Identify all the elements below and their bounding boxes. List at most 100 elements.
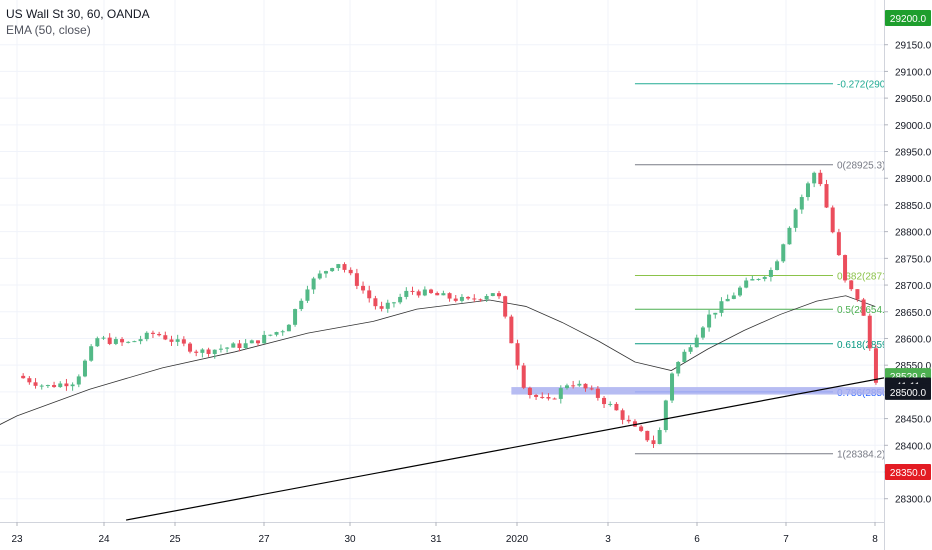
candle-body xyxy=(126,341,131,343)
candle-body xyxy=(367,290,372,299)
candle-body xyxy=(676,362,681,374)
time-axis-bg xyxy=(0,522,884,550)
candle-body xyxy=(286,324,291,332)
symbol-title[interactable]: US Wall St 30, 60, OANDA xyxy=(6,7,150,21)
candle-body xyxy=(150,332,155,334)
candle-body xyxy=(626,419,631,422)
indicator-label[interactable]: EMA (50, close) xyxy=(6,23,91,37)
candle-body xyxy=(299,300,304,310)
fib-label-0: 0(28925.3) xyxy=(837,161,885,172)
x-tick-label: 3 xyxy=(605,534,611,545)
candle-body xyxy=(89,346,94,361)
candle-body xyxy=(738,287,743,296)
candle-body xyxy=(861,299,866,316)
candle-body xyxy=(441,293,446,296)
candle-body xyxy=(206,349,211,354)
candle-body xyxy=(249,340,254,344)
candle-body xyxy=(435,293,440,296)
candle-body xyxy=(855,289,860,300)
candle-body xyxy=(188,343,193,352)
x-tick-label: 23 xyxy=(11,534,23,545)
candle-body xyxy=(849,280,854,290)
candle-body xyxy=(682,351,687,363)
x-tick-label: 24 xyxy=(98,534,110,545)
candle-body xyxy=(200,349,205,353)
x-tick-label: 8 xyxy=(872,534,878,545)
candle-body xyxy=(571,385,576,387)
candle-body xyxy=(552,398,557,400)
candle-body xyxy=(422,289,427,296)
candle-body xyxy=(713,312,718,315)
y-tick-label: 29100.0 xyxy=(895,67,932,78)
x-tick-label: 2020 xyxy=(506,534,529,545)
support-band-rect xyxy=(511,387,932,395)
candle-body xyxy=(490,293,495,297)
y-tick-label: 29000.0 xyxy=(895,121,932,132)
candle-body xyxy=(429,289,434,294)
candle-body xyxy=(608,403,613,405)
candle-body xyxy=(305,289,310,301)
support-band[interactable] xyxy=(511,387,932,395)
candle-body xyxy=(76,376,81,385)
candle-body xyxy=(459,296,464,301)
candle-body xyxy=(256,340,261,344)
candle-body xyxy=(268,334,273,336)
candle-body xyxy=(540,396,545,398)
candle-body xyxy=(614,403,619,411)
fib-label-0.618: 0.618(28590 xyxy=(837,340,894,351)
candle-body xyxy=(379,306,384,309)
candle-body xyxy=(113,339,118,344)
fibonacci-retracement[interactable]: -0.272(290770(28925.3)0.382(287180.5(286… xyxy=(634,80,897,461)
candle-body xyxy=(212,349,217,354)
ema-line xyxy=(0,295,875,425)
candle-body xyxy=(478,299,483,301)
candle-body xyxy=(781,244,786,262)
candle-body xyxy=(670,373,675,401)
candle-body xyxy=(824,184,829,208)
candle-body xyxy=(243,343,248,348)
y-tick-label: 28400.0 xyxy=(895,441,932,452)
trendline[interactable] xyxy=(125,328,932,521)
candle-body xyxy=(651,440,656,445)
candle-body xyxy=(336,264,341,269)
y-tick-label: 28800.0 xyxy=(895,228,932,239)
candle-body xyxy=(534,394,539,397)
candle-body xyxy=(867,315,872,349)
candle-body xyxy=(132,341,137,343)
candle-body xyxy=(138,339,143,342)
candle-body xyxy=(843,255,848,281)
candle-body xyxy=(181,339,186,344)
y-tick-label: 28300.0 xyxy=(895,495,932,506)
candle-body xyxy=(768,269,773,277)
candle-body xyxy=(663,400,668,431)
y-tick-label: 28750.0 xyxy=(895,254,932,265)
candle-body xyxy=(157,333,162,336)
candle-body xyxy=(144,332,149,340)
candle-body xyxy=(527,387,532,395)
fib-label--0.272: -0.272(29077 xyxy=(837,80,897,91)
candle-body xyxy=(342,264,347,270)
candle-body xyxy=(620,410,625,420)
candle-body xyxy=(404,290,409,297)
candle-body xyxy=(731,295,736,299)
y-tick-label: 28700.0 xyxy=(895,281,932,292)
candle-body xyxy=(657,430,662,445)
price-axis-bg xyxy=(884,0,932,550)
x-tick-label: 27 xyxy=(258,534,270,545)
candle-body xyxy=(101,337,106,339)
candle-body xyxy=(391,302,396,304)
candle-body xyxy=(64,383,69,387)
y-tick-label: 28650.0 xyxy=(895,308,932,319)
candle-body xyxy=(836,232,841,256)
candle-body xyxy=(361,285,366,291)
candle-body xyxy=(82,360,87,377)
x-tick-label: 25 xyxy=(169,534,181,545)
candle-body xyxy=(725,298,730,302)
x-tick-label: 30 xyxy=(344,534,356,545)
candle-body xyxy=(873,348,878,383)
candle-body xyxy=(45,385,50,387)
candle-body xyxy=(293,309,298,325)
candle-body xyxy=(385,302,390,309)
